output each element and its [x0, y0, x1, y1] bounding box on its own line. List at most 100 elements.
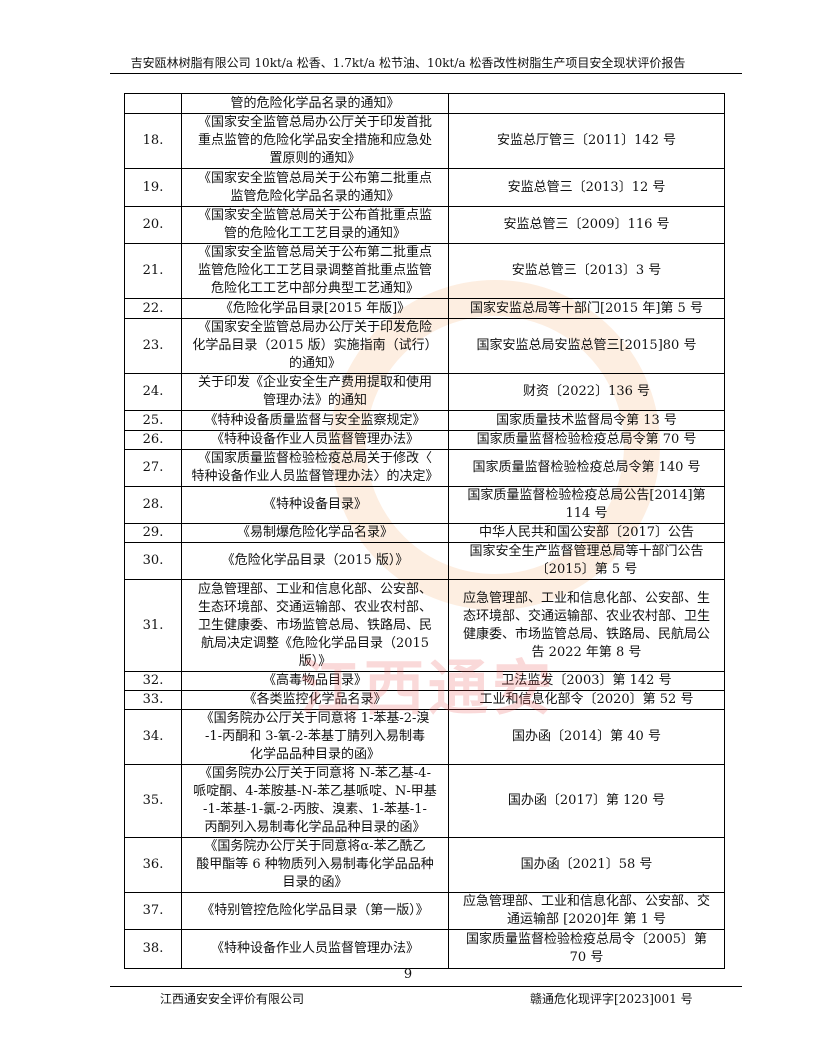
table-row: 30. 《危险化学品目录（2015 版）》 国家安全生产监督管理总局等十部门公告 〔2…	[124, 542, 725, 580]
document-number-line: 国家质量监督检验检疫总局令〔2005〕第	[465, 932, 708, 947]
table-row: 20. 《国家安全监管总局关于公布首批重点监 管的危险化工工艺目录的通知》 安监总管三…	[124, 206, 725, 244]
table-row: 33. 《各类监控化学品名录》 工业和信息化部令〔2020〕第 52 号	[124, 690, 725, 710]
regulation-name-line: 管理办法》的通知	[262, 393, 367, 408]
regulation-name-line: 酸甲酯等 6 种物质列入易制毒化学品品种	[196, 857, 434, 872]
regulation-name-line: 《国务院办公厅关于同意将α-苯乙酰乙	[204, 839, 426, 854]
footer-report-number: 赣通危化现评字[2023]001 号	[530, 992, 693, 1006]
regulation-name-line: 关于印发《企业安全生产费用提取和使用	[197, 375, 432, 390]
regulation-name-line: 《特种设备目录》	[262, 497, 367, 512]
table-row: 25. 《特种设备质量监督与安全监察规定》 国家质量技术监督局令第 13 号	[124, 410, 725, 431]
row-number: 18.	[124, 113, 182, 169]
document-number: 应急管理部、工业和信息化部、公安部、生 态环境部、交通运输部、农业农村部、卫生 健康…	[448, 579, 725, 672]
regulation-name-line: 监管危险化学品名录的通知》	[230, 188, 400, 204]
table-row: 35. 《国务院办公厅关于同意将 N-苯乙基-4- 哌啶酮、4-苯胺基-N-苯乙基哌…	[124, 764, 725, 838]
row-number: 22.	[124, 298, 182, 319]
regulation-name: 《国家安全监管总局关于公布第二批重点 监管危险化工工艺目录调整首批重点监管 危险化工…	[181, 243, 449, 299]
document-number: 中华人民共和国公安部〔2017〕公告	[448, 523, 725, 543]
regulation-name-line: 《国家安全监管总局办公厅关于印发首批	[197, 115, 432, 130]
document-number-line: 态环境部、交通运输部、农业农村部、卫生	[462, 608, 710, 624]
regulation-name-line: 卫生健康委、市场监管总局、铁路局、民	[197, 617, 432, 633]
regulation-name: 《特种设备目录》	[181, 486, 449, 524]
document-number-line: 70 号	[569, 950, 604, 965]
row-number	[124, 93, 182, 114]
row-number: 19.	[124, 168, 182, 207]
regulation-name-line: 哌啶酮、4-苯胺基-N-苯乙基哌啶、N-甲基	[193, 784, 437, 799]
regulation-name: 《特种设备作业人员监督管理办法》	[181, 430, 449, 450]
regulation-name-line: 危险化工工艺中部分典型工艺通知》	[210, 281, 419, 296]
regulation-name: 《国家安全监管总局办公厅关于印发危险 化学品目录（2015 版）实施指南（试行） 的…	[181, 318, 449, 374]
regulation-name-line: 丙酮列入易制毒化学品品种目录的函》	[204, 820, 426, 835]
document-number-line: 应急管理部、工业和信息化部、公安部、生	[462, 590, 710, 606]
regulation-name: 《国家质量监督检验检疫总局关于修改〈 特种设备作业人员监督管理办法〉的决定》	[181, 449, 449, 487]
document-number: 国家质量监督检验检疫总局令第 70 号	[448, 430, 725, 450]
document-number: 安监总管三〔2013〕3 号	[448, 243, 725, 299]
table-row: 管的危险化学品名录的通知》	[124, 93, 725, 114]
document-number-line: 通运输部 [2020]年 第 1 号	[506, 912, 667, 927]
table-row: 18. 《国家安全监管总局办公厅关于印发首批 重点监管的危险化学品安全措施和应急处置…	[124, 113, 725, 169]
regulation-name: 《危险化学品目录[2015 年版]》	[181, 298, 449, 319]
row-number: 24.	[124, 373, 182, 411]
regulation-name: 应急管理部、工业和信息化部、公安部、 生态环境部、交通运输部、农业农村部、 卫生健康…	[181, 579, 449, 672]
document-number	[448, 93, 725, 114]
regulation-name-line: 《特种设备质量监督与安全监察规定》	[204, 412, 426, 428]
regulation-name: 《特种设备作业人员监督管理办法》	[181, 929, 449, 969]
document-number: 国家质量监督检验检疫总局令第 140 号	[448, 449, 725, 487]
document-number-line: 健康委、市场监管总局、铁路局、民航局公	[462, 626, 710, 642]
table-row: 26. 《特种设备作业人员监督管理办法》 国家质量监督检验检疫总局令第 70 号	[124, 430, 725, 450]
row-number: 33.	[124, 690, 182, 710]
table-row: 34. 《国务院办公厅关于同意将 1-苯基-2-溴 -1-丙酮和 3-氧-2-苯基丁…	[124, 709, 725, 765]
table-row: 27. 《国家质量监督检验检疫总局关于修改〈 特种设备作业人员监督管理办法〉的决定》…	[124, 449, 725, 487]
document-number-line: 安监总管三〔2013〕3 号	[511, 263, 662, 278]
row-number: 25.	[124, 410, 182, 431]
table-row: 28. 《特种设备目录》 国家质量监督检验检疫总局公告[2014]第 114 号	[124, 486, 725, 524]
regulation-name-line: -1-苯基-1-氯-2-丙胺、溴素、1-苯基-1-	[203, 802, 427, 817]
document-number-line: 〔2015〕第 5 号	[535, 562, 638, 577]
document-number-line: 国家安监总局等十部门[2015 年]第 5 号	[470, 300, 703, 316]
document-number-line: 国家质量技术监督局令第 13 号	[496, 412, 677, 428]
regulation-name-line: 目录的函》	[282, 875, 348, 890]
regulation-name-line: 《各类监控化学品名录》	[243, 692, 387, 707]
regulation-name: 《各类监控化学品名录》	[181, 690, 449, 710]
table-row: 22. 《危险化学品目录[2015 年版]》 国家安监总局等十部门[2015 年]第…	[124, 298, 725, 319]
document-number: 国家质量监督检验检疫总局公告[2014]第 114 号	[448, 486, 725, 524]
header-divider	[110, 73, 742, 74]
regulation-name: 管的危险化学品名录的通知》	[181, 93, 449, 114]
regulation-name-line: 《易制爆危险化学品名录》	[236, 525, 393, 540]
table-row: 19. 《国家安全监管总局关于公布第二批重点 监管危险化学品名录的通知》 安监总管三〔…	[124, 168, 725, 207]
table-row: 21. 《国家安全监管总局关于公布第二批重点 监管危险化工工艺目录调整首批重点监管危…	[124, 243, 725, 299]
document-number-line: 中华人民共和国公安部〔2017〕公告	[478, 525, 695, 540]
document-number: 安监总厅管三〔2011〕142 号	[448, 113, 725, 169]
document-number-line: 国家质量监督检验检疫总局令第 70 号	[476, 432, 697, 447]
row-number: 23.	[124, 318, 182, 374]
regulation-name: 《国务院办公厅关于同意将α-苯乙酰乙 酸甲酯等 6 种物质列入易制毒化学品品种 目录…	[181, 837, 449, 893]
regulation-name-line: 《高毒物品目录》	[262, 673, 367, 688]
row-number: 26.	[124, 430, 182, 450]
document-number-line: 安监总厅管三〔2011〕142 号	[496, 133, 677, 148]
regulation-name-line: 《国务院办公厅关于同意将 N-苯乙基-4-	[199, 766, 431, 781]
document-number-line: 安监总管三〔2009〕116 号	[503, 217, 670, 232]
row-number: 38.	[124, 929, 182, 969]
regulation-name-line: -1-丙酮和 3-氧-2-苯基丁腈列入易制毒	[205, 729, 425, 744]
document-number: 安监总管三〔2009〕116 号	[448, 206, 725, 244]
regulation-name-line: 的通知》	[288, 356, 341, 371]
document-number-line: 国办函〔2017〕第 120 号	[507, 793, 666, 808]
regulation-name-line: 《国家安全监管总局关于公布第二批重点	[197, 170, 432, 186]
regulation-name-line: 化学品品种目录的函》	[249, 747, 380, 762]
page-header: 吉安瓯林树脂有限公司 10kt/a 松香、1.7kt/a 松节油、10kt/a …	[130, 56, 686, 70]
document-number: 工业和信息化部令〔2020〕第 52 号	[448, 690, 725, 710]
row-number: 30.	[124, 542, 182, 580]
regulation-name-line: 《危险化学品目录[2015 年版]》	[219, 300, 411, 316]
regulation-name-line: 《国家安全监管总局办公厅关于印发危险	[197, 320, 432, 335]
regulation-name-line: 航局决定调整《危险化学品目录（2015	[200, 635, 430, 651]
document-number-line: 国家质量监督检验检疫总局公告[2014]第	[467, 488, 706, 503]
regulation-name: 《国务院办公厅关于同意将 1-苯基-2-溴 -1-丙酮和 3-氧-2-苯基丁腈列入…	[181, 709, 449, 765]
regulation-name-line: 《国家安全监管总局关于公布首批重点监	[197, 208, 432, 223]
table-row: 38. 《特种设备作业人员监督管理办法》 国家质量监督检验检疫总局令〔2005〕第 7…	[124, 929, 725, 969]
regulation-name-line: 置原则的通知》	[269, 151, 361, 166]
regulations-table: 管的危险化学品名录的通知》 18. 《国家安全监管总局办公厅关于印发首批 重点监管的危…	[124, 93, 725, 969]
regulation-name: 关于印发《企业安全生产费用提取和使用 管理办法》的通知	[181, 373, 449, 411]
document-number: 国办函〔2017〕第 120 号	[448, 764, 725, 838]
table-row: 32. 《高毒物品目录》 卫法监发〔2003〕第 142 号	[124, 671, 725, 691]
regulation-name-line: 管的危险化学品名录的通知》	[230, 95, 400, 111]
regulation-name-line: 《特种设备作业人员监督管理办法》	[210, 432, 419, 447]
